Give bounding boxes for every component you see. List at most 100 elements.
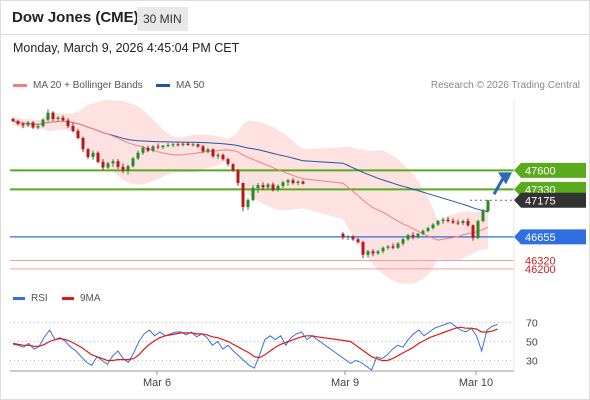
- candle-body: [216, 154, 220, 157]
- candle-body: [141, 147, 145, 153]
- candle-body: [176, 144, 180, 146]
- forecast-arrow-shaft: [492, 177, 505, 196]
- rsi-swatch: [13, 296, 25, 300]
- header: Dow Jones (CME) 30 MIN: [0, 0, 590, 37]
- candle-body: [486, 200, 490, 212]
- candle-body: [266, 184, 270, 188]
- candle-body: [31, 122, 35, 128]
- candle-body: [16, 121, 20, 124]
- candle-body: [236, 170, 240, 184]
- candle-body: [406, 235, 410, 240]
- candle-body: [81, 138, 85, 150]
- instrument-title: Dow Jones (CME): [12, 9, 139, 26]
- ma20-legend: MA 20 + Bollinger Bands: [13, 80, 143, 91]
- candle-body: [201, 146, 205, 152]
- candle-body: [181, 143, 185, 146]
- candle-body: [96, 152, 100, 162]
- candle-body: [51, 112, 55, 119]
- candle-body: [186, 143, 190, 146]
- level-tag-label: 46200: [525, 264, 556, 276]
- candle-body: [421, 230, 425, 234]
- candle-body: [91, 152, 95, 157]
- candle-body: [481, 211, 485, 222]
- candle-body: [116, 161, 120, 167]
- timeframe-badge[interactable]: 30 MIN: [137, 7, 188, 31]
- candle-body: [461, 221, 465, 224]
- timestamp: Monday, March 9, 2026 4:45:04 PM CET: [13, 41, 240, 55]
- candle-body: [271, 184, 275, 191]
- candle-body: [431, 224, 435, 229]
- level-tag-label: 46655: [525, 232, 556, 244]
- level-tag-label: 46320: [525, 255, 556, 267]
- candle-body: [291, 180, 295, 184]
- rsi-ma-legend-label: 9MA: [80, 293, 101, 304]
- x-tick-label: Mar 6: [143, 377, 171, 389]
- rsi-ma-swatch: [62, 296, 74, 300]
- candle-body: [26, 122, 30, 126]
- candle-body: [441, 219, 445, 222]
- candle-body: [151, 146, 155, 151]
- candle-body: [161, 145, 165, 148]
- candle-body: [36, 126, 40, 128]
- level-tag-bg: [514, 229, 586, 245]
- candle-body: [436, 221, 440, 225]
- candle-body: [296, 181, 300, 184]
- candle-body: [391, 246, 395, 248]
- candle-body: [381, 247, 385, 252]
- rsi-line: [12, 321, 498, 371]
- candle-body: [361, 242, 365, 255]
- candle-body: [126, 166, 130, 171]
- bollinger-band: [13, 99, 488, 284]
- credit-text: Research © 2026 Trading Central: [430, 80, 580, 91]
- level-tag-46320: 46320: [525, 255, 556, 267]
- ma20-swatch: [13, 83, 27, 87]
- candle-body: [401, 239, 405, 244]
- candle-body: [476, 221, 480, 238]
- ma20-legend-label: MA 20 + Bollinger Bands: [33, 80, 143, 91]
- candle-body: [281, 182, 285, 186]
- candle-body: [471, 225, 475, 238]
- level-tag-47600: 47600: [514, 162, 586, 178]
- candle-body: [131, 158, 135, 167]
- level-tag-label: 47600: [525, 165, 556, 177]
- ma50-legend-label: MA 50: [176, 80, 205, 91]
- candle-body: [341, 233, 345, 238]
- candle-body: [76, 130, 80, 138]
- candle-body: [136, 152, 140, 159]
- x-tick-label: Mar 10: [459, 377, 493, 389]
- candle-body: [56, 117, 60, 119]
- candle-body: [286, 180, 290, 183]
- rsi-9ma-line: [12, 326, 498, 362]
- rsi-tick-70: 70: [526, 318, 538, 330]
- candle-body: [226, 159, 230, 165]
- ma50-legend: MA 50: [156, 80, 204, 91]
- candle-body: [11, 119, 15, 122]
- candle-body: [276, 185, 280, 191]
- candle-body: [111, 161, 115, 164]
- candle-body: [106, 163, 110, 168]
- level-tag-label: 47175: [525, 195, 556, 207]
- rsi-legend: RSI: [13, 293, 48, 304]
- candle-body: [246, 199, 250, 207]
- rsi-tick-30: 30: [526, 356, 538, 368]
- candle-body: [206, 149, 210, 152]
- level-tag-46200: 46200: [525, 264, 556, 276]
- forecast-arrow-head: [498, 172, 512, 185]
- x-tick-label: Mar 9: [331, 377, 359, 389]
- candle-body: [451, 221, 455, 223]
- candle-body: [456, 222, 460, 224]
- candle-body: [351, 236, 355, 240]
- candle-body: [171, 144, 175, 146]
- candle-body: [446, 219, 450, 222]
- ma50-swatch: [156, 83, 170, 87]
- candle-body: [416, 233, 420, 238]
- candle-body: [21, 123, 25, 126]
- rsi-legend-label: RSI: [31, 293, 48, 304]
- candle-body: [221, 154, 225, 160]
- candle-body: [196, 144, 200, 147]
- candle-body: [466, 221, 470, 226]
- candle-body: [256, 185, 260, 188]
- level-tag-bg: [514, 192, 586, 208]
- candle-body: [366, 251, 370, 255]
- candle-body: [261, 185, 265, 188]
